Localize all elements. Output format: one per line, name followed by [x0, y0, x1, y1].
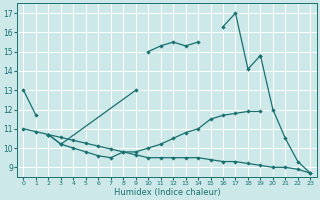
X-axis label: Humidex (Indice chaleur): Humidex (Indice chaleur) [114, 188, 220, 197]
